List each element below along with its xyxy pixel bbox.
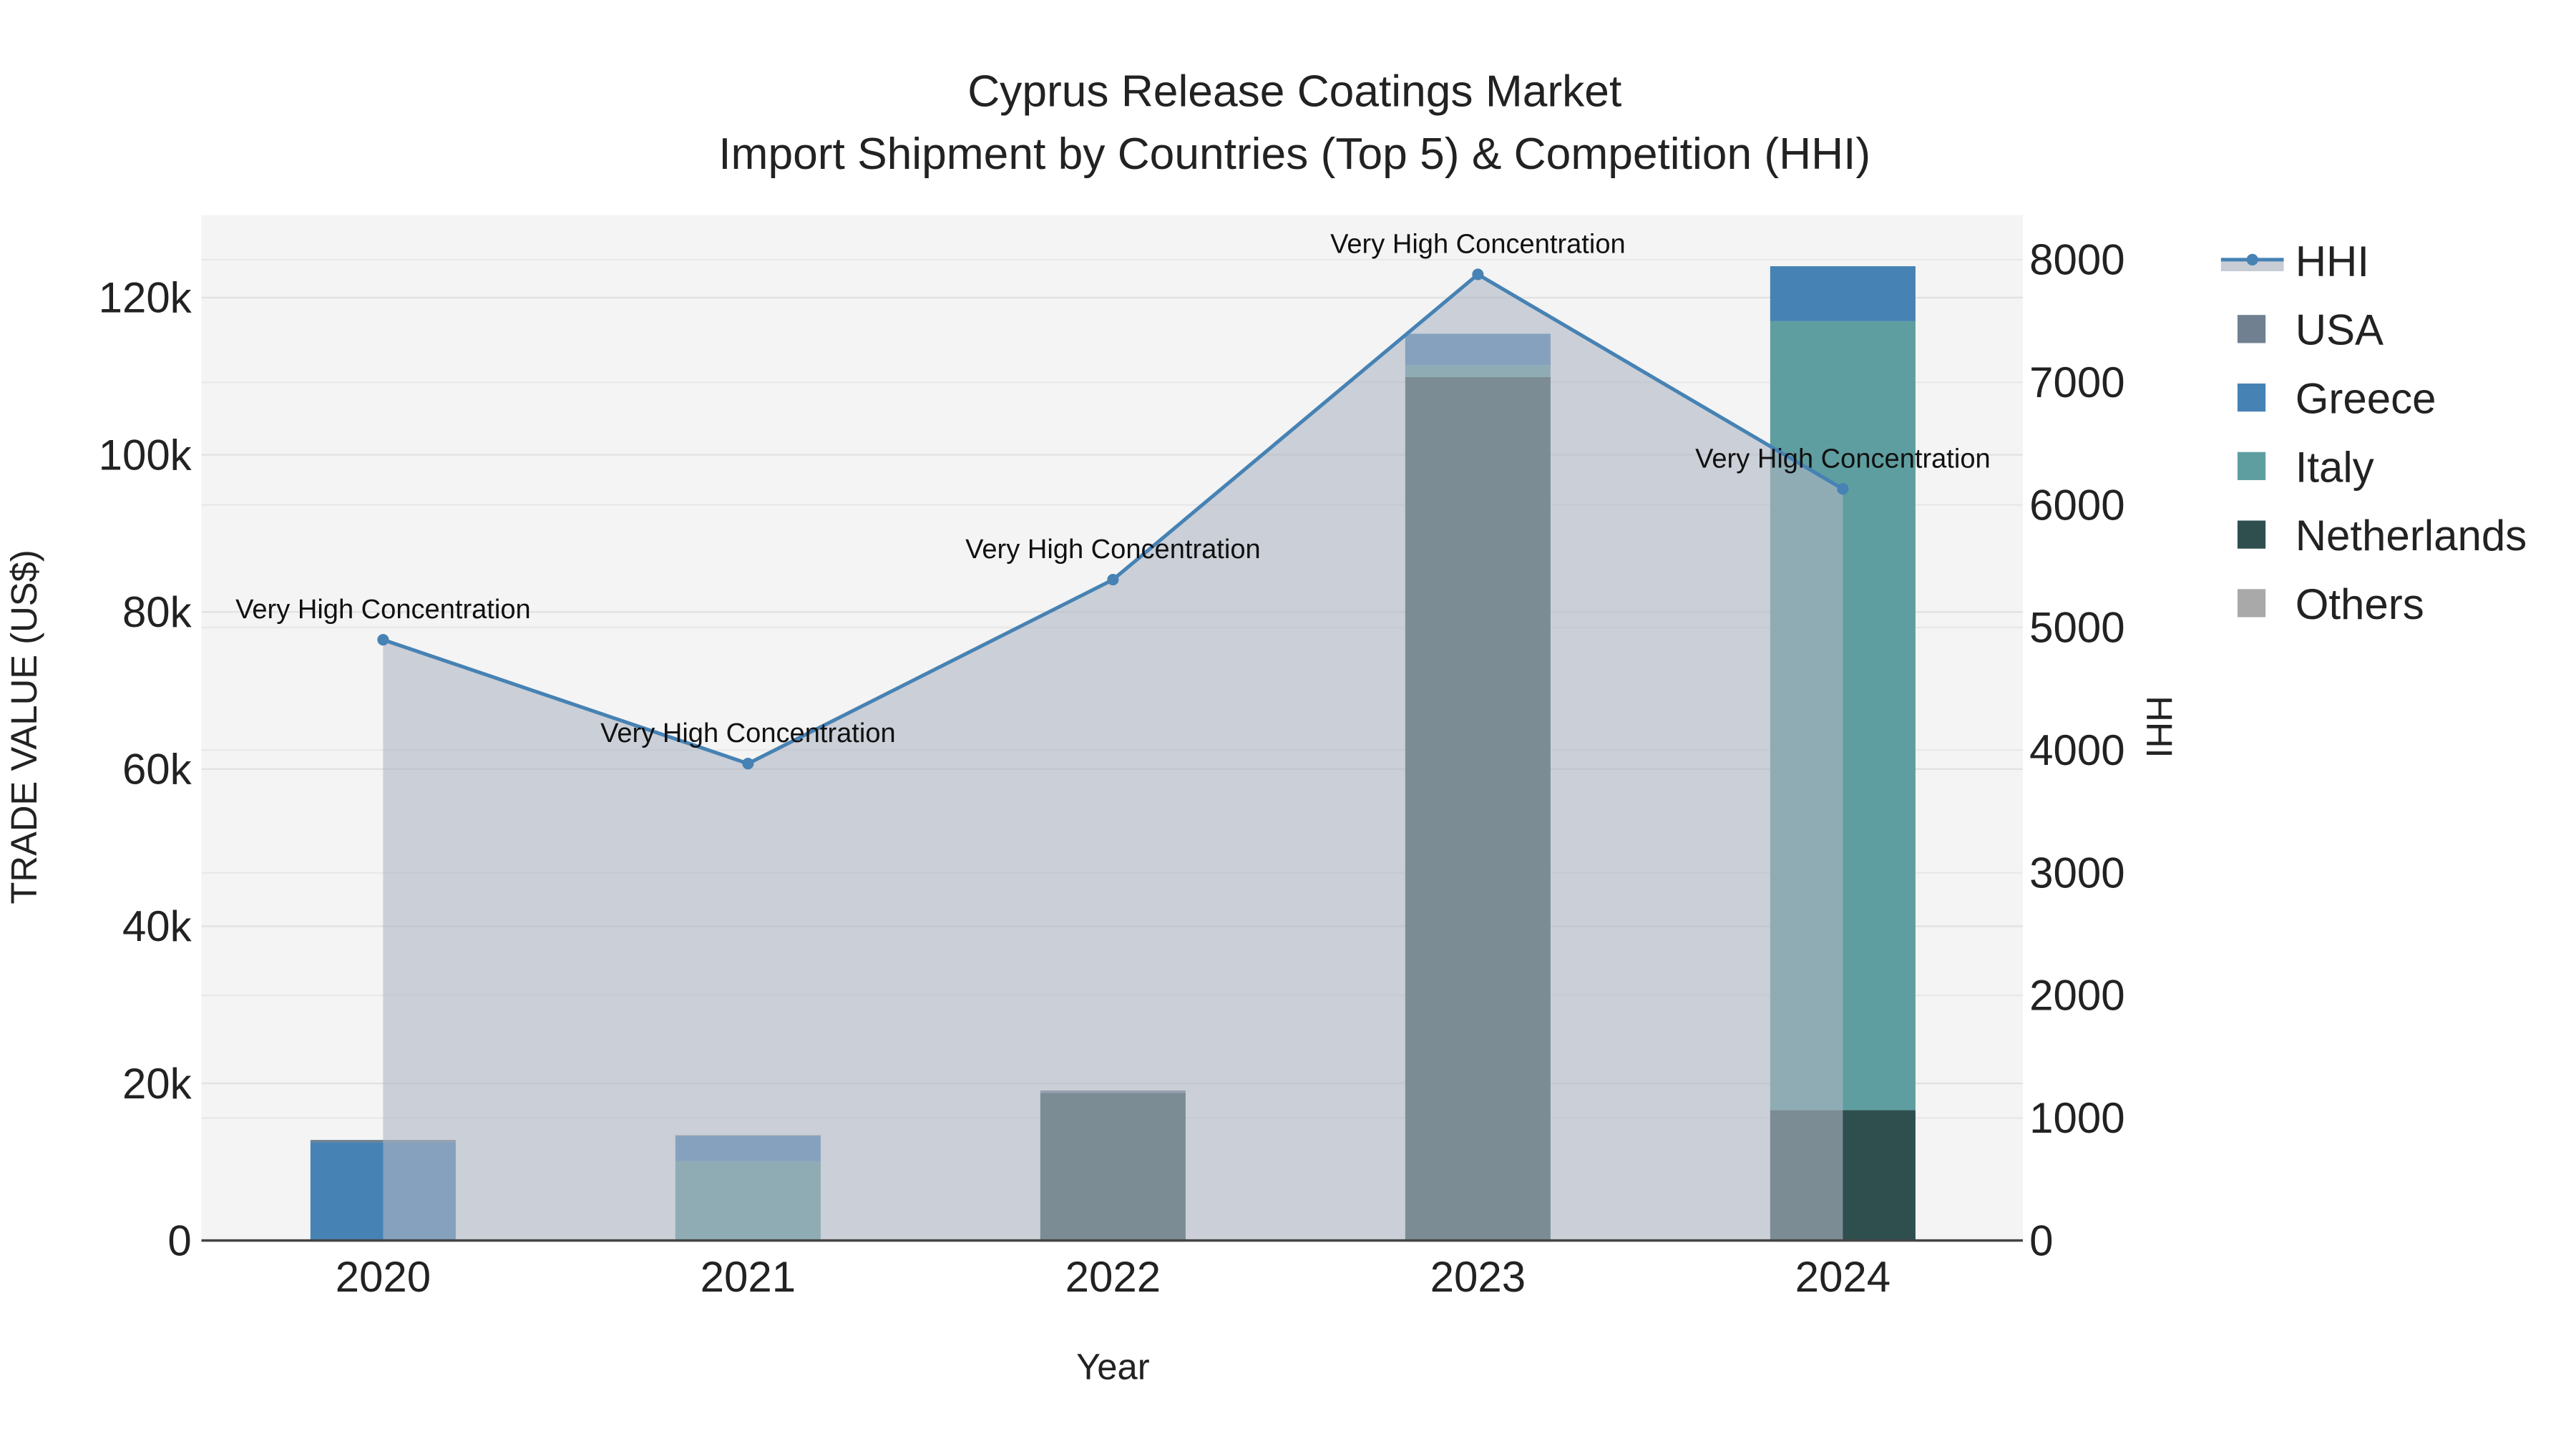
x-tick-label: 2021 xyxy=(701,1253,796,1301)
legend-swatch-greece xyxy=(2237,383,2266,412)
legend-swatch-others xyxy=(2237,589,2266,618)
hhi-label-2023: Very High Concentration xyxy=(1330,229,1626,259)
y2-tick-label: 0 xyxy=(2029,1216,2053,1264)
y-axis-ticks: 0 20k 40k 60k 80k 100k 120k xyxy=(99,274,192,1265)
legend-swatch-usa xyxy=(2237,315,2266,343)
chart-title: Cyprus Release Coatings Market xyxy=(967,67,1621,116)
hhi-point-2021 xyxy=(742,758,754,770)
y-tick-label: 60k xyxy=(122,746,192,794)
legend-label-netherlands: Netherlands xyxy=(2296,512,2527,560)
hhi-label-2021: Very High Concentration xyxy=(600,718,896,748)
y-tick-label: 0 xyxy=(167,1216,191,1264)
y2-tick-label: 7000 xyxy=(2029,358,2124,406)
hhi-point-2024 xyxy=(1837,483,1849,495)
hhi-annotations: Very High Concentration Very High Concent… xyxy=(235,229,1991,748)
legend-label-greece: Greece xyxy=(2296,375,2436,423)
hhi-area-fill xyxy=(383,274,1843,1241)
bar-greece-2024 xyxy=(1770,266,1916,321)
y2-tick-label: 1000 xyxy=(2029,1094,2124,1142)
hhi-label-2020: Very High Concentration xyxy=(235,595,531,625)
x-tick-label: 2024 xyxy=(1795,1253,1890,1301)
y2-axis-title: HHI xyxy=(2139,696,2180,758)
legend-label-others: Others xyxy=(2296,580,2424,628)
y2-tick-label: 8000 xyxy=(2029,236,2124,284)
y2-tick-label: 5000 xyxy=(2029,604,2124,652)
y-tick-label: 80k xyxy=(122,588,192,636)
y-tick-label: 40k xyxy=(122,902,192,950)
legend-label-italy: Italy xyxy=(2296,443,2374,491)
y2-axis-ticks: 0 1000 2000 3000 4000 5000 6000 7000 8000 xyxy=(2029,236,2124,1265)
y2-tick-label: 4000 xyxy=(2029,726,2124,774)
y-tick-label: 100k xyxy=(99,431,192,479)
y2-tick-label: 3000 xyxy=(2029,849,2124,897)
hhi-label-2024: Very High Concentration xyxy=(1695,444,1991,474)
y-tick-label: 20k xyxy=(122,1060,192,1108)
hhi-line xyxy=(377,268,1849,770)
x-tick-label: 2022 xyxy=(1065,1253,1161,1301)
y2-tick-label: 6000 xyxy=(2029,481,2124,529)
legend-label-usa: USA xyxy=(2296,306,2384,354)
x-axis-title: Year xyxy=(1076,1347,1150,1387)
y-tick-label: 120k xyxy=(99,274,192,322)
chart-subtitle: Import Shipment by Countries (Top 5) & C… xyxy=(718,130,1870,179)
legend: HHI USA Greece Italy Netherlands Others xyxy=(2220,238,2527,628)
legend-hhi-marker xyxy=(2246,253,2258,265)
y2-tick-label: 2000 xyxy=(2029,972,2124,1020)
y-axis-title: TRADE VALUE (US$) xyxy=(4,550,44,904)
x-axis-ticks: 2020 2021 2022 2023 2024 xyxy=(336,1253,1890,1301)
legend-label-hhi: HHI xyxy=(2296,238,2369,286)
hhi-point-2020 xyxy=(377,633,389,646)
hhi-point-2023 xyxy=(1472,268,1484,280)
x-tick-label: 2023 xyxy=(1430,1253,1526,1301)
legend-swatch-netherlands xyxy=(2237,520,2266,549)
hhi-area xyxy=(383,274,1843,1241)
hhi-point-2022 xyxy=(1107,574,1119,586)
hhi-label-2022: Very High Concentration xyxy=(965,535,1261,565)
x-tick-label: 2020 xyxy=(336,1253,431,1301)
legend-swatch-italy xyxy=(2237,452,2266,480)
